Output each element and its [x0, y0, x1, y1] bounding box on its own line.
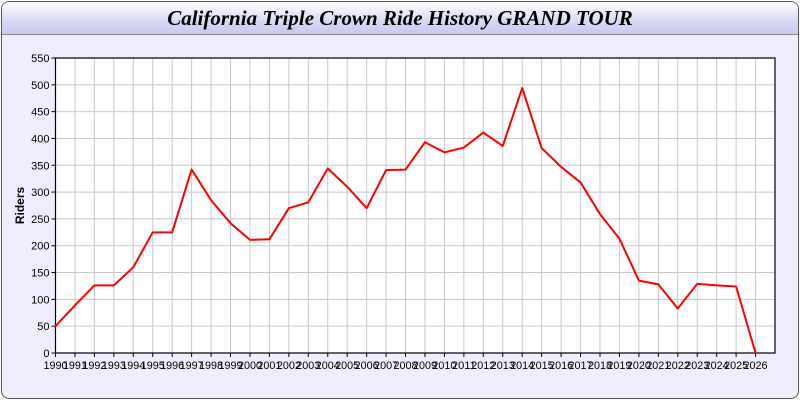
x-tick-label: 2004 [316, 360, 340, 372]
y-tick-label: 400 [31, 133, 49, 145]
data-point [54, 325, 57, 327]
x-tick-label: 2013 [491, 360, 515, 372]
x-tick-label: 2008 [394, 360, 418, 372]
data-point [482, 131, 485, 134]
data-point [132, 266, 135, 268]
data-point [638, 279, 640, 282]
x-tick-label: 2000 [238, 360, 262, 372]
y-tick-label: 50 [37, 321, 49, 333]
data-point [521, 87, 524, 89]
data-point [288, 207, 290, 209]
x-tick-label: 2021 [646, 360, 670, 372]
data-point [385, 169, 387, 171]
data-point [151, 231, 154, 234]
x-tick-label: 2025 [724, 360, 748, 372]
data-point [424, 141, 426, 144]
x-tick-label: 2002 [277, 360, 301, 372]
data-point [93, 284, 96, 287]
y-tick-label: 250 [31, 214, 49, 226]
x-tick-label: 1992 [82, 360, 106, 372]
x-tick-label: 2023 [685, 360, 709, 372]
data-point [676, 307, 679, 310]
x-tick-label: 2015 [530, 360, 554, 372]
data-point [715, 284, 718, 287]
data-point [618, 237, 621, 240]
y-tick-label: 300 [31, 187, 49, 199]
y-tick-label: 350 [31, 160, 49, 172]
x-tick-label: 2012 [471, 360, 495, 372]
x-tick-label: 2006 [355, 360, 379, 372]
y-tick-label: 500 [31, 80, 49, 92]
x-tick-label: 2022 [666, 360, 690, 372]
x-tick-label: 1995 [141, 360, 165, 372]
x-tick-label: 1990 [44, 360, 68, 372]
data-point [346, 185, 348, 188]
x-tick-label: 2014 [510, 360, 534, 372]
x-tick-label: 2007 [374, 360, 398, 372]
y-axis-label: Riders [13, 187, 27, 225]
y-tick-label: 150 [31, 268, 49, 280]
data-point [560, 166, 562, 168]
x-tick-label: 1993 [102, 360, 126, 372]
y-tick-label: 550 [31, 53, 49, 65]
data-point [735, 285, 737, 288]
x-tick-label: 2011 [452, 360, 476, 372]
plot-area [55, 58, 775, 353]
x-tick-label: 1999 [219, 360, 243, 372]
data-point [190, 168, 193, 171]
x-tick-label: 2001 [257, 360, 281, 372]
x-tick-label: 1994 [121, 360, 145, 372]
data-point [171, 231, 173, 234]
data-point [229, 222, 232, 224]
x-tick-label: 2024 [705, 360, 729, 372]
title-bar: California Triple Crown Ride History GRA… [2, 2, 798, 35]
x-tick-label: 2019 [607, 360, 631, 372]
data-point [210, 199, 212, 201]
x-tick-label: 2018 [588, 360, 612, 372]
plot-border [54, 57, 776, 354]
data-point [443, 151, 446, 154]
data-point [268, 238, 271, 241]
y-tick-label: 0 [43, 348, 49, 360]
x-tick-label: 2016 [549, 360, 573, 372]
x-tick-label: 1991 [63, 360, 87, 372]
y-tick-label: 450 [31, 107, 49, 119]
x-tick-label: 2010 [432, 360, 456, 372]
data-point [74, 304, 76, 307]
data-point [365, 207, 368, 209]
y-tick-label: 200 [31, 241, 49, 253]
x-tick-label: 2020 [627, 360, 651, 372]
data-point [599, 213, 601, 215]
data-point [579, 181, 582, 184]
x-tick-label: 2009 [413, 360, 437, 372]
data-point [249, 239, 251, 241]
data-point [463, 146, 465, 149]
x-tick-label: 1998 [199, 360, 223, 372]
chart-title: California Triple Crown Ride History GRA… [167, 6, 633, 30]
x-tick-label: 2005 [335, 360, 359, 372]
x-tick-label: 2017 [569, 360, 593, 372]
data-point [404, 168, 407, 171]
data-point [754, 352, 757, 354]
data-point [501, 145, 504, 147]
data-point [540, 147, 543, 149]
x-tick-label: 1996 [160, 360, 184, 372]
data-point [113, 284, 115, 287]
data-point [326, 167, 329, 170]
data-point [307, 201, 310, 204]
x-tick-label: 1997 [180, 360, 204, 372]
x-tick-label: 2003 [296, 360, 320, 372]
y-tick-label: 100 [31, 294, 49, 306]
data-point [696, 283, 699, 285]
data-point [657, 283, 660, 286]
x-tick-label: 2026 [744, 360, 768, 372]
